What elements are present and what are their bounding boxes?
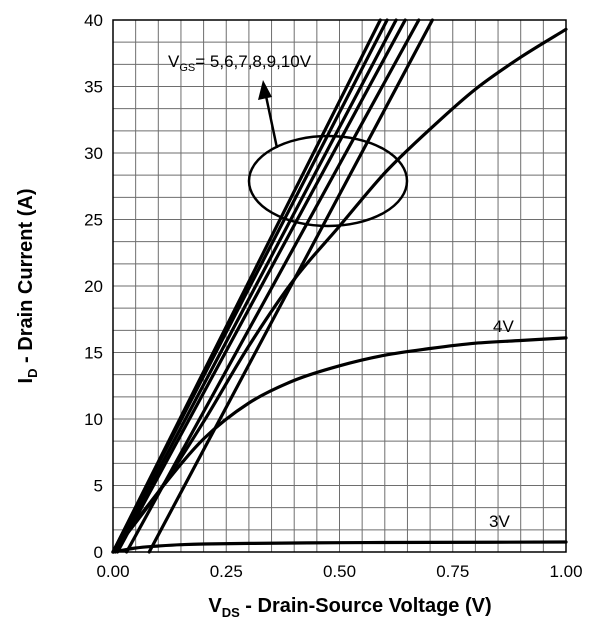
plot-frame <box>112 19 567 553</box>
vgs-group-arrowhead <box>258 80 272 100</box>
series-9v <box>111 18 389 554</box>
x-tick-label: 0.50 <box>323 562 356 581</box>
y-tick-label: 30 <box>84 144 103 163</box>
y-axis-title: ID - Drain Current (A) <box>15 189 40 384</box>
y-tick-label: 20 <box>84 277 103 296</box>
series-4-5v <box>111 27 568 554</box>
vgs-group-arrow <box>264 95 279 149</box>
curve-label-3v: 3V <box>489 512 510 531</box>
y-tick-label: 40 <box>84 11 103 30</box>
y-tick-label: 10 <box>84 410 103 429</box>
tick-labels: 0.00 0.25 0.50 0.75 1.00 0 5 10 15 20 25 30 35 40 <box>84 11 582 581</box>
vgs-group-label: VGS= 5,6,7,8,9,10V <box>168 52 312 74</box>
y-tick-label: 35 <box>84 78 103 97</box>
vgs-group-ellipse <box>247 134 409 228</box>
series-7v <box>115 18 407 554</box>
y-tick-label: 0 <box>94 543 103 562</box>
y-tick-label: 5 <box>94 477 103 496</box>
series-6v <box>125 18 421 554</box>
y-tick-label: 25 <box>84 211 103 230</box>
x-tick-label: 0.00 <box>96 562 129 581</box>
curve-label-4v: 4V <box>493 317 514 336</box>
x-tick-label: 0.25 <box>210 562 243 581</box>
x-tick-label: 0.75 <box>436 562 469 581</box>
x-axis-title: VDS - Drain-Source Voltage (V) <box>208 595 491 620</box>
y-tick-label: 15 <box>84 344 103 363</box>
series-4v <box>111 336 568 554</box>
series-3v <box>111 540 568 554</box>
curves <box>111 18 568 554</box>
series-8v <box>113 18 398 554</box>
x-tick-label: 1.00 <box>549 562 582 581</box>
